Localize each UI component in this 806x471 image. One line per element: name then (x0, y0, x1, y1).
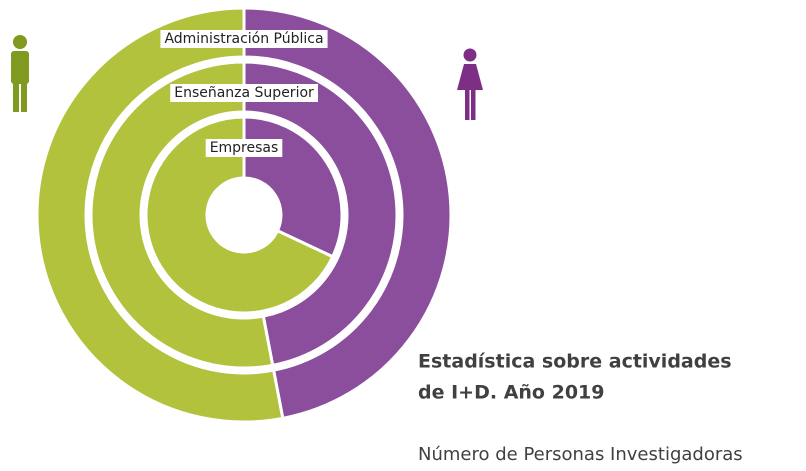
woman-icon (457, 48, 483, 120)
ring-segment (144, 115, 335, 315)
ring-label-bg (160, 30, 328, 48)
ring-label-bg (170, 84, 319, 102)
ring-label: Enseñanza Superior (174, 85, 314, 101)
ring-segment (35, 6, 285, 424)
ring-label: Empresas (210, 140, 279, 156)
ring-label: Administración Pública (164, 31, 323, 47)
title-line: Estadística sobre actividades (418, 351, 732, 373)
ring-segment (242, 60, 399, 368)
ring-label-bg (205, 139, 283, 157)
man-icon (11, 35, 29, 112)
ring-segment (89, 60, 275, 370)
ring-labels: Administración Pública Enseñanza Superior… (160, 30, 328, 157)
ring-segment (242, 6, 453, 421)
rings (35, 6, 453, 424)
title-line: de I+D. Año 2019 (418, 382, 604, 404)
subtitle: Número de Personas Investigadoras (418, 444, 743, 465)
